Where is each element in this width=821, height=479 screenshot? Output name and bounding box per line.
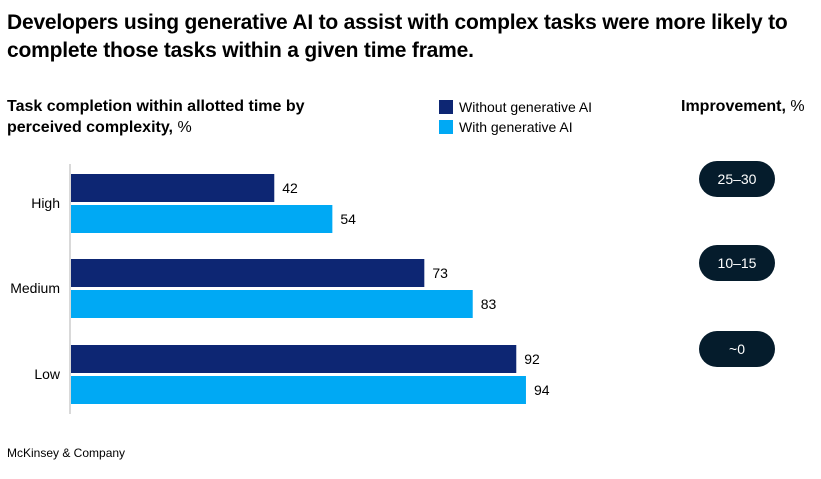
- value-label-medium-with-ai: 83: [481, 296, 497, 312]
- bar-low-without-ai: [71, 345, 517, 373]
- chart-title-unit: %: [177, 119, 192, 136]
- bar-medium-without-ai: [71, 259, 425, 287]
- category-label-high: High: [31, 195, 60, 211]
- bar-high-with-ai: [71, 205, 333, 233]
- improvement-header: Improvement, %: [681, 96, 805, 117]
- improvement-pill-medium: 10–15: [699, 245, 775, 281]
- improvement-pill-high: 25–30: [699, 161, 775, 197]
- category-label-medium: Medium: [10, 280, 60, 296]
- value-label-high-without-ai: 42: [282, 180, 298, 196]
- value-label-low-with-ai: 94: [534, 382, 550, 398]
- value-label-low-without-ai: 92: [524, 351, 540, 367]
- legend-item-with-ai: With generative AI: [439, 117, 592, 137]
- category-label-low: Low: [34, 366, 61, 382]
- legend-label-with-ai: With generative AI: [459, 119, 573, 135]
- legend-swatch-with-ai: [439, 120, 453, 134]
- improvement-pill-low: ~0: [699, 331, 775, 367]
- bar-medium-with-ai: [71, 290, 473, 318]
- bar-high-without-ai: [71, 174, 275, 202]
- legend-label-without-ai: Without generative AI: [459, 99, 593, 115]
- bar-low-with-ai: [71, 376, 526, 404]
- chart-title: Task completion within allotted time by …: [7, 96, 347, 138]
- improvement-label: Improvement,: [681, 98, 786, 115]
- legend-swatch-without-ai: [439, 100, 453, 114]
- value-label-medium-without-ai: 73: [432, 265, 448, 281]
- improvement-unit: %: [790, 98, 805, 115]
- chart-headline: Developers using generative AI to assist…: [7, 11, 788, 62]
- source-logo-text: McKinsey & Company: [7, 446, 126, 460]
- legend: Without generative AI With generative AI: [439, 97, 592, 137]
- chart-title-text: Task completion within allotted time by …: [7, 98, 305, 136]
- value-label-high-with-ai: 54: [340, 211, 356, 227]
- legend-item-without-ai: Without generative AI: [439, 97, 592, 117]
